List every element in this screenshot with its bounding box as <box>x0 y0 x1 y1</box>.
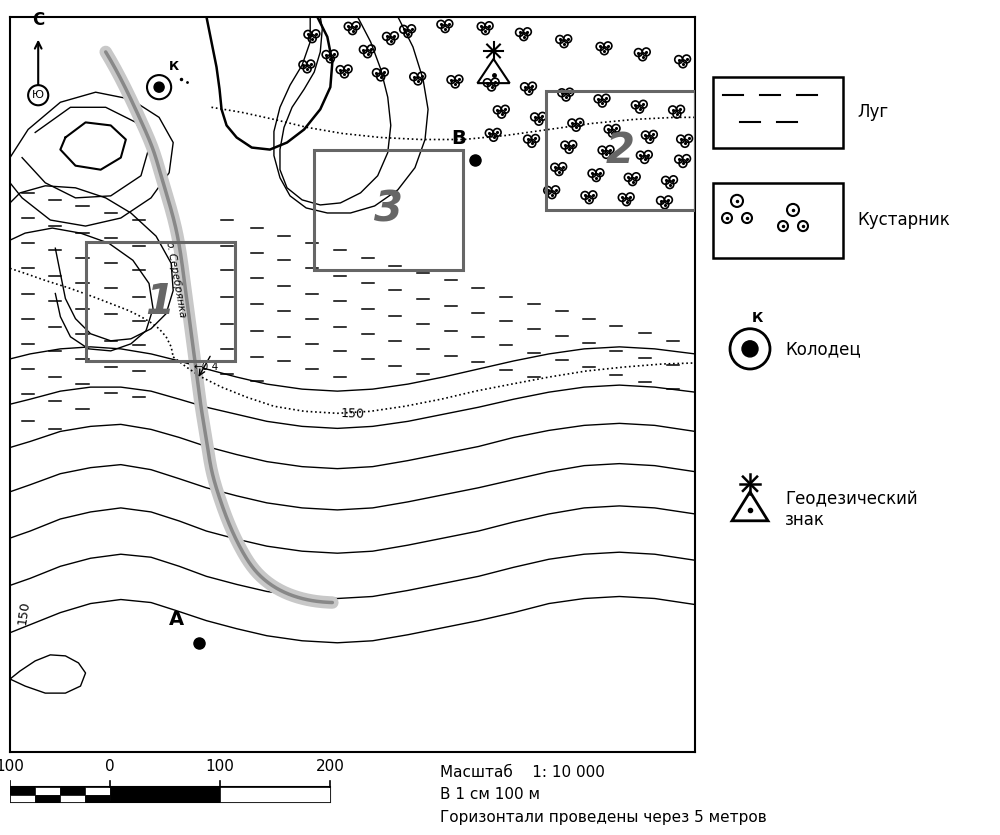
Text: 2: 2 <box>606 129 635 171</box>
Text: Геодезический
знак: Геодезический знак <box>785 490 918 529</box>
Text: В 1 см 100 м: В 1 см 100 м <box>440 787 540 802</box>
Bar <box>86 242 235 361</box>
Bar <box>10 795 35 802</box>
Bar <box>10 787 35 795</box>
Circle shape <box>147 75 171 99</box>
Text: 100: 100 <box>206 760 234 775</box>
Text: Ю: Ю <box>32 90 44 100</box>
Text: Масштаб    1: 10 000: Масштаб 1: 10 000 <box>440 765 605 780</box>
Bar <box>314 149 463 271</box>
Text: С: С <box>32 11 44 28</box>
Circle shape <box>730 329 770 369</box>
Bar <box>35 787 60 795</box>
Bar <box>35 795 60 802</box>
Bar <box>60 787 85 795</box>
Text: 1: 1 <box>146 281 175 322</box>
Text: 3: 3 <box>374 189 403 231</box>
Circle shape <box>742 341 758 357</box>
Circle shape <box>154 82 164 92</box>
Bar <box>713 77 843 148</box>
Text: А: А <box>169 610 184 629</box>
Text: ←0.4: ←0.4 <box>194 362 219 372</box>
Circle shape <box>28 85 48 105</box>
Bar <box>110 787 220 802</box>
Text: 100: 100 <box>0 760 24 775</box>
Text: Горизонтали проведены через 5 метров: Горизонтали проведены через 5 метров <box>440 810 767 825</box>
Text: К: К <box>169 60 179 73</box>
Text: В: В <box>451 129 466 148</box>
Text: 150: 150 <box>16 600 32 625</box>
Text: 200: 200 <box>316 760 344 775</box>
Bar <box>85 795 110 802</box>
Text: 0: 0 <box>105 760 115 775</box>
Text: Колодец: Колодец <box>785 340 861 358</box>
Bar <box>10 787 330 802</box>
Text: р. Серебрянка: р. Серебрянка <box>164 239 188 318</box>
Text: 150: 150 <box>340 407 365 421</box>
Text: К: К <box>751 311 763 325</box>
Bar <box>713 183 843 258</box>
Bar <box>546 91 695 210</box>
Bar <box>85 787 110 795</box>
Text: Кустарник: Кустарник <box>857 211 950 229</box>
Text: Луг: Луг <box>857 104 888 121</box>
Bar <box>220 787 330 802</box>
Bar <box>60 795 85 802</box>
